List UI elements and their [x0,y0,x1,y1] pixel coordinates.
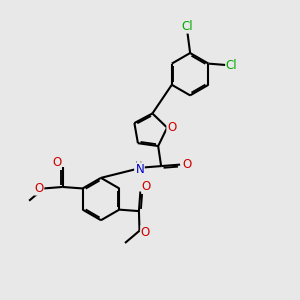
Text: N: N [135,164,144,176]
Text: Cl: Cl [226,58,237,72]
Text: O: O [142,180,151,193]
Text: O: O [34,182,44,195]
Text: O: O [141,226,150,239]
Text: H: H [135,161,142,171]
Text: O: O [182,158,191,171]
Text: O: O [52,155,61,169]
Text: O: O [167,121,176,134]
Text: Cl: Cl [181,20,193,33]
